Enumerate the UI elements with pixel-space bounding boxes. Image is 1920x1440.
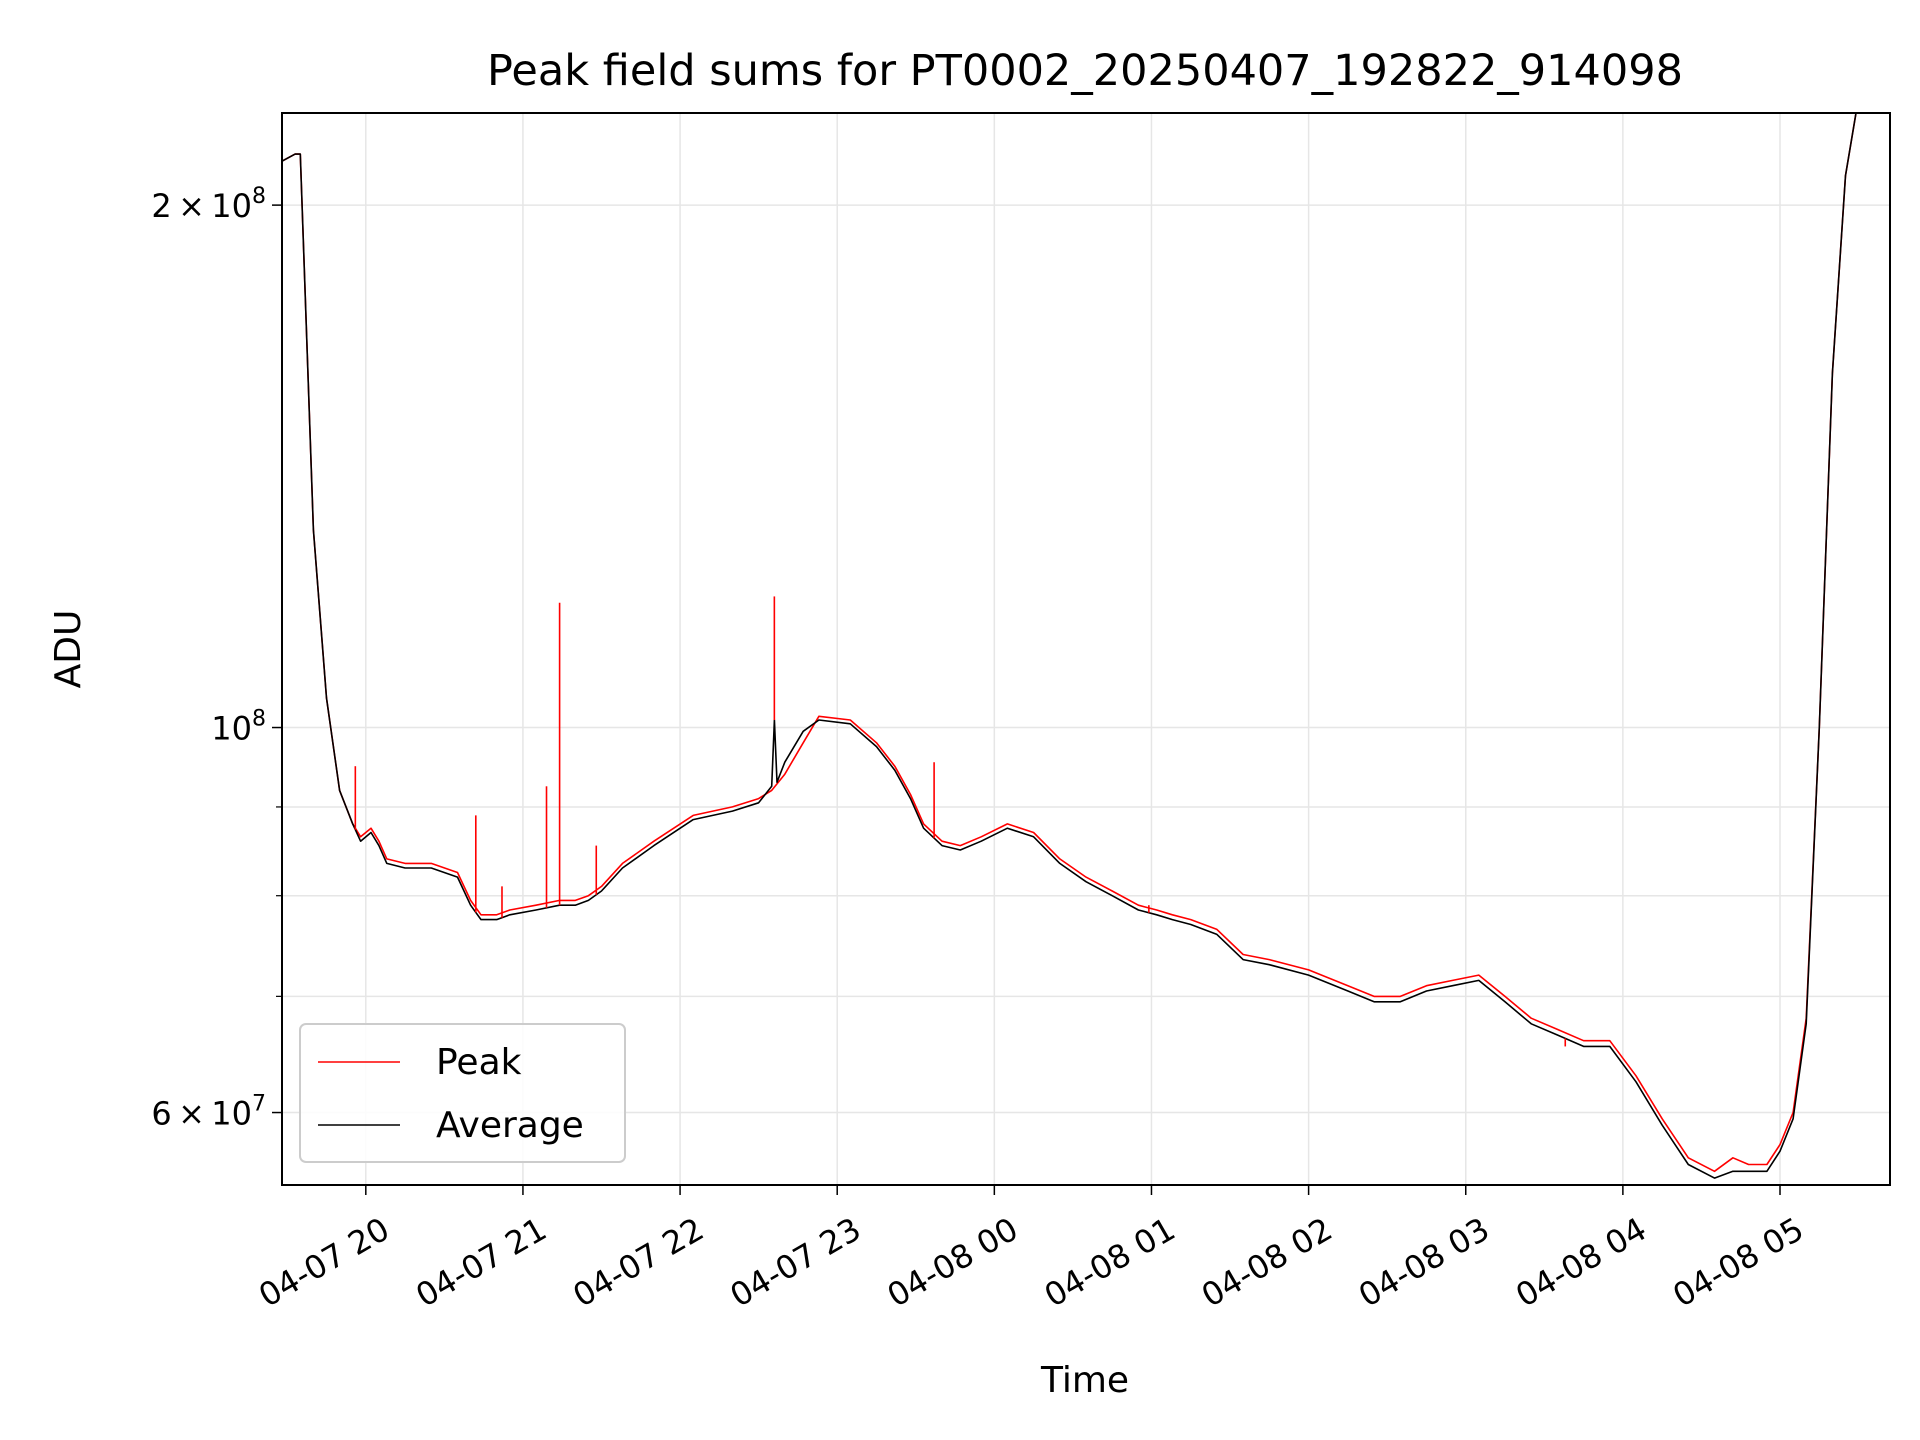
legend-box — [299, 1023, 626, 1163]
series-line-average — [282, 113, 1890, 1179]
plot-frame — [281, 112, 1891, 1186]
y-axis-label: ADU — [48, 610, 89, 689]
series-line-peak — [282, 113, 1890, 1173]
y-tick-label: 2 × 108 — [151, 184, 266, 225]
chart-title: Peak field sums for PT0002_20250407_1928… — [487, 46, 1683, 96]
x-axis-label: Time — [1040, 1360, 1129, 1401]
y-tick-label: 108 — [211, 707, 266, 748]
legend-label-average: Average — [436, 1105, 584, 1146]
grid — [282, 113, 1890, 1185]
y-axis: 6 × 107 108 2 × 108 — [151, 184, 282, 1133]
legend: Peak Average — [299, 1023, 626, 1163]
series-layer — [282, 113, 1890, 1179]
legend-label-peak: Peak — [436, 1042, 522, 1083]
y-tick-label: 6 × 107 — [151, 1092, 266, 1133]
